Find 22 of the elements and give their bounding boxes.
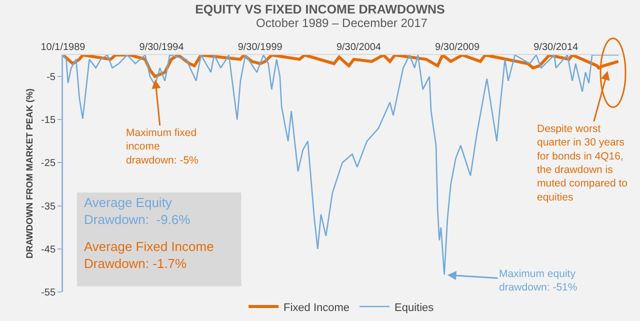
annotation: Average Equity Drawdown: -9.6% — [84, 195, 191, 227]
y-tick-label: -15 — [41, 115, 56, 126]
annotation: Maximum equity drawdown: -51% — [499, 268, 578, 294]
x-tick-label: 9/30/2004 — [336, 42, 382, 53]
annotation: Maximum fixed income drawdown: -5% — [126, 127, 198, 166]
annotation: Despite worst quarter in 30 years for bonds in 4Q16, the drawdown is muted compared to equities — [537, 123, 628, 204]
annotation: Average Fixed Income Drawdown: -1.7% — [84, 239, 214, 271]
legend-label: Equities — [394, 302, 434, 314]
x-tick-label: 9/30/1999 — [238, 42, 283, 53]
x-tick-label: 9/30/2014 — [534, 42, 579, 53]
y-tick-label: -55 — [41, 288, 56, 298]
y-tick-label: -45 — [41, 244, 56, 256]
y-axis-title: DRAWDOWN FROM MARKET PEAK (%) — [24, 88, 35, 258]
legend-label: Fixed Income — [284, 302, 350, 314]
chart-subtitle: October 1989 – December 2017 — [256, 16, 428, 30]
y-tick-label: -35 — [41, 201, 56, 212]
chart-title: EQUITY VS FIXED INCOME DRAWDOWNS — [195, 2, 445, 17]
y-tick-label: -5 — [46, 72, 56, 84]
x-tick-label: 9/30/2009 — [435, 42, 480, 53]
y-tick-label: -25 — [41, 158, 56, 170]
x-tick-label: 10/1/1989 — [40, 42, 86, 53]
x-tick-label: 9/30/1994 — [139, 42, 184, 53]
